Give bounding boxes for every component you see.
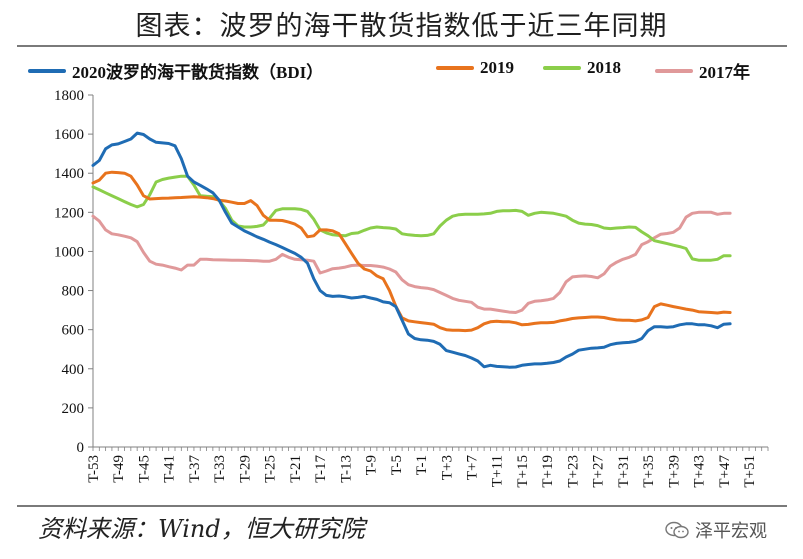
legend-item-2018: 2018 (543, 58, 621, 78)
x-tick-label: T-41 (162, 455, 178, 483)
x-tick-label: T-37 (187, 455, 203, 483)
footer-divider (17, 505, 787, 507)
y-tick-label: 1000 (54, 244, 84, 260)
x-tick-label: T+35 (641, 455, 657, 488)
x-tick-label: T+3 (439, 455, 455, 480)
wechat-icon (665, 521, 689, 539)
legend-swatch-2019 (436, 66, 474, 70)
x-tick-label: T+11 (490, 455, 506, 487)
x-tick-label: T+7 (465, 455, 481, 481)
x-tick-label: T-5 (389, 455, 405, 475)
x-tick-label: T-53 (86, 455, 102, 483)
y-tick-label: 200 (62, 401, 85, 417)
x-tick-label: T+51 (742, 455, 758, 488)
source-note: 资料来源：Wind，恒大研究院 (38, 515, 365, 543)
x-tick-label: T+39 (666, 455, 682, 488)
y-tick-label: 1400 (54, 166, 84, 182)
legend-label-2017: 2017年 (699, 63, 750, 82)
series-line-0 (91, 131, 732, 369)
watermark: 泽平宏观 (665, 517, 767, 543)
legend-label-2020: 2020波罗的海干散货指数（BDI） (72, 63, 324, 82)
watermark-text: 泽平宏观 (695, 521, 767, 542)
legend-swatch-2017 (655, 68, 693, 73)
legend-swatch-2020 (28, 68, 66, 73)
chart-legend: 2020波罗的海干散货指数（BDI） 2019 2018 2017年 (0, 58, 803, 86)
x-tick-label: T-17 (313, 455, 329, 483)
x-tick-label: T+23 (565, 455, 581, 488)
y-tick-label: 1800 (54, 88, 84, 104)
x-tick-label: T+15 (515, 455, 531, 488)
x-tick-label: T-25 (263, 455, 279, 483)
legend-item-2020: 2020波罗的海干散货指数（BDI） (28, 58, 323, 83)
x-tick-label: T-33 (212, 455, 228, 483)
x-tick-label: T+31 (616, 455, 632, 488)
bdi-line-chart: 0 200 400 600 800 1000 1200 1400 1600 1800 T-53 T-4… (54, 88, 769, 488)
x-tick-label: T+27 (591, 455, 607, 488)
y-tick-label: 1200 (54, 205, 84, 221)
x-tick-label: T-9 (364, 455, 380, 475)
series-line-3 (91, 210, 732, 314)
legend-swatch-2018 (543, 66, 581, 70)
x-tick-label: T+43 (692, 455, 708, 488)
legend-item-2017: 2017年 (655, 58, 750, 83)
x-tick-label: T+47 (717, 455, 733, 488)
y-tick-label: 800 (62, 284, 85, 300)
y-tick-label: 0 (77, 440, 85, 456)
x-tick-label: T-21 (288, 455, 304, 483)
y-tick-label: 600 (62, 323, 85, 339)
x-tick-label: T-29 (237, 455, 253, 483)
legend-label-2018: 2018 (587, 58, 621, 77)
x-tick-label: T+19 (540, 455, 556, 488)
x-tick-label: T-45 (136, 455, 152, 483)
series-line-2 (91, 174, 732, 262)
legend-label-2019: 2019 (480, 58, 514, 77)
x-tick-label: T-1 (414, 455, 430, 475)
legend-item-2019: 2019 (436, 58, 514, 78)
y-tick-label: 400 (62, 362, 85, 378)
series-line-1 (91, 170, 732, 333)
x-tick-label: T-49 (111, 455, 127, 483)
title-divider (17, 45, 787, 47)
page-title: 图表：波罗的海干散货指数低于近三年同期 (135, 11, 668, 42)
y-tick-label: 1600 (54, 127, 84, 143)
x-tick-label: T-13 (338, 455, 354, 483)
